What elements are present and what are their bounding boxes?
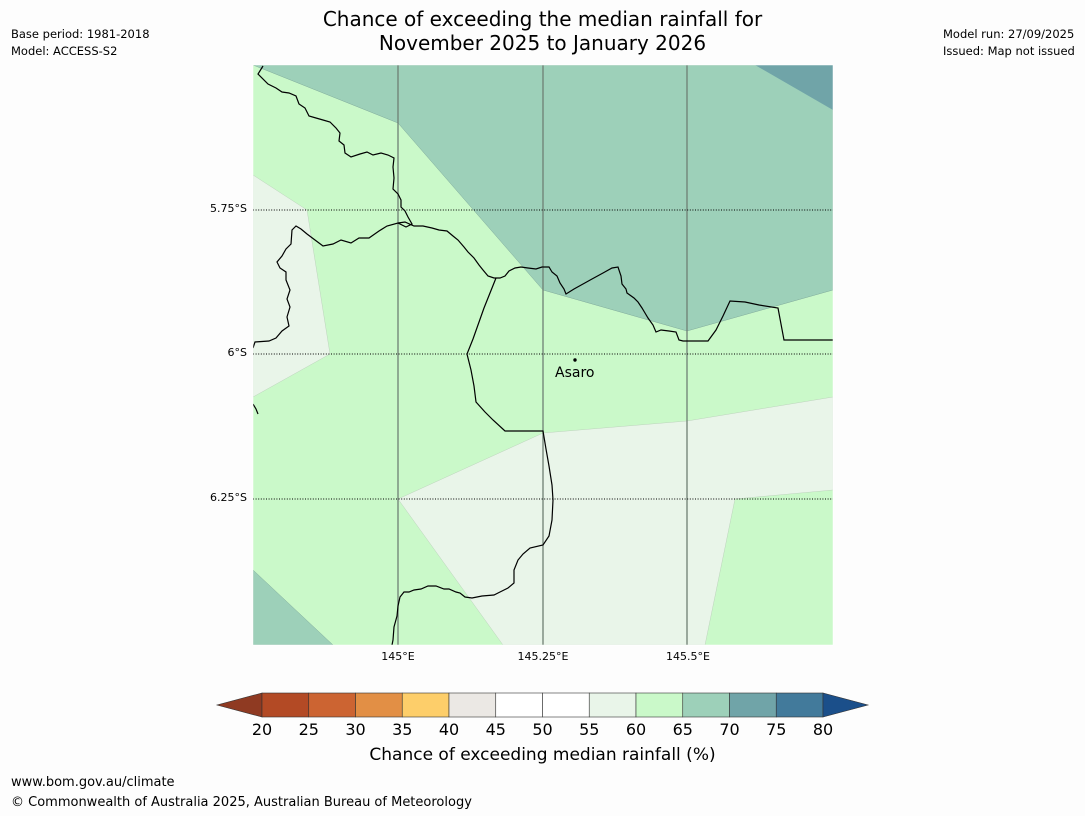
boundary-central-north bbox=[397, 221, 833, 342]
colorbar-tick-label: 40 bbox=[438, 720, 460, 739]
region-65-70-south bbox=[253, 569, 334, 645]
colorbar-segment bbox=[542, 692, 590, 718]
colorbar-segment bbox=[355, 692, 403, 718]
meta-right: Model run: 27/09/2025 Issued: Map not is… bbox=[943, 26, 1075, 60]
lon-label-145-25: 145.25°E bbox=[517, 650, 569, 663]
colorbar-segment bbox=[448, 692, 497, 718]
colorbar-segment bbox=[588, 692, 637, 718]
colorbar-extend-low bbox=[215, 692, 263, 718]
lon-label-145-5: 145.5°E bbox=[666, 650, 710, 663]
base-period: Base period: 1981-2018 bbox=[11, 27, 150, 41]
meta-left: Base period: 1981-2018 Model: ACCESS-S2 bbox=[11, 26, 150, 60]
issued-status: Issued: Map not issued bbox=[943, 44, 1075, 58]
province-boundaries bbox=[253, 65, 833, 645]
colorbar-tick-label: 30 bbox=[345, 720, 366, 739]
town-marker bbox=[573, 358, 577, 362]
map-frame bbox=[252, 64, 834, 646]
footer-url[interactable]: www.bom.gov.au/climate bbox=[11, 775, 175, 790]
region-55-60-west bbox=[253, 174, 331, 398]
colorbar-segment bbox=[495, 692, 543, 718]
colorbar-segment bbox=[775, 692, 824, 718]
lat-label-6: 6°S bbox=[227, 346, 247, 359]
colorbar-tick-label: 80 bbox=[812, 720, 834, 739]
colorbar-segment bbox=[401, 692, 450, 718]
colorbar-segment bbox=[729, 692, 777, 718]
lon-label-145: 145°E bbox=[381, 650, 415, 663]
colorbar-segment bbox=[682, 692, 730, 718]
region-70-75 bbox=[755, 65, 833, 110]
model-name: Model: ACCESS-S2 bbox=[11, 44, 118, 58]
lat-label-5-75: 5.75°S bbox=[210, 202, 247, 215]
map-title: Chance of exceeding the median rainfall … bbox=[0, 7, 1085, 55]
boundary-north-west bbox=[253, 65, 413, 349]
footer-copyright: © Commonwealth of Australia 2025, Austra… bbox=[11, 795, 472, 810]
parallels bbox=[253, 209, 833, 500]
meridians bbox=[397, 65, 688, 645]
colorbar bbox=[215, 692, 870, 718]
colorbar-tick-label: 25 bbox=[298, 720, 319, 739]
colorbar-tick-label: 45 bbox=[485, 720, 506, 739]
region-55-60-south bbox=[397, 396, 833, 645]
title-line-2: November 2025 to January 2026 bbox=[378, 31, 707, 55]
colorbar-segment bbox=[635, 692, 684, 718]
colorbar-extend-high bbox=[822, 692, 870, 718]
colorbar-tick-label: 60 bbox=[625, 720, 647, 739]
colorbar-tick-label: 55 bbox=[579, 720, 600, 739]
colorbar-tick-label: 50 bbox=[532, 720, 553, 739]
colorbar-segment bbox=[308, 692, 356, 718]
colorbar-tick-label: 20 bbox=[251, 720, 273, 739]
boundary-central bbox=[391, 277, 554, 645]
boundary-west-edge bbox=[253, 403, 259, 415]
colorbar-tick-label: 70 bbox=[719, 720, 740, 739]
colorbar-segment bbox=[261, 692, 310, 718]
town-label: Asaro bbox=[555, 365, 595, 381]
model-run: Model run: 27/09/2025 bbox=[943, 27, 1075, 41]
lat-label-6-25: 6.25°S bbox=[210, 491, 247, 504]
colorbar-title: Chance of exceeding median rainfall (%) bbox=[369, 745, 716, 765]
colorbar-tick-label: 65 bbox=[672, 720, 693, 739]
title-line-1: Chance of exceeding the median rainfall … bbox=[322, 7, 763, 31]
colorbar-tick-label: 35 bbox=[392, 720, 413, 739]
colorbar-tick-label: 75 bbox=[766, 720, 787, 739]
